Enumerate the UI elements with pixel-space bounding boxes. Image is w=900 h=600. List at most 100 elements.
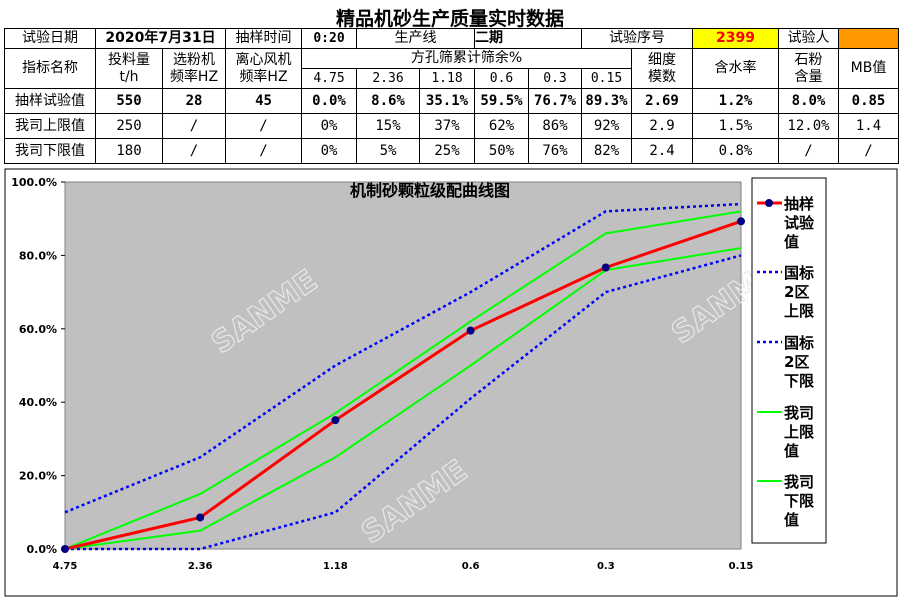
info-row: 试验日期 2020年7月31日 抽样时间 0:20 生产线 二期 试验序号 23…: [4, 28, 899, 49]
y-tick-label: 80.0%: [19, 249, 57, 262]
header-name: 指标名称: [4, 48, 96, 89]
cell: 82%: [581, 138, 632, 164]
time-value: 0:20: [301, 28, 357, 49]
cell: 62%: [474, 113, 529, 139]
series-lines: [61, 202, 745, 553]
cell: 89.3%: [581, 88, 632, 114]
cell: 37%: [419, 113, 475, 139]
legend-label: 我司: [784, 473, 814, 491]
seq-label: 试验序号: [581, 28, 693, 49]
cell: 92%: [581, 113, 632, 139]
header-feed-l1: 投料量: [108, 51, 150, 68]
chart-title: 机制砂颗粒级配曲线图: [350, 181, 510, 200]
header-sieve-group: 方孔筛累计筛余%: [301, 48, 632, 69]
legend-label: 下限: [784, 492, 814, 510]
cell: 0.0%: [301, 88, 357, 114]
cell: 15%: [356, 113, 420, 139]
x-axis: 4.75 2.36 1.18 0.6 0.3 0.15: [53, 561, 754, 572]
series-line: [64, 247, 742, 550]
date-value: 2020年7月31日: [95, 28, 226, 49]
cell: 45: [225, 88, 302, 114]
page-title: 精品机砂生产质量实时数据: [335, 8, 564, 30]
legend-label: 国标: [784, 334, 814, 352]
legend: [751, 177, 827, 544]
cell: 8.6%: [356, 88, 420, 114]
cell: 0%: [301, 138, 357, 164]
legend-label: 下限: [784, 372, 814, 390]
data-point: [601, 263, 610, 272]
legend-marker: [765, 199, 773, 207]
header-row-2: 4.75 2.36 1.18 0.6 0.3 0.15: [5, 68, 899, 89]
header-sieve: 4.75: [301, 68, 357, 89]
cell: /: [838, 138, 899, 164]
table-row: 抽样试验值 550 28 45 0.0% 8.6% 35.1% 59.5% 76.7% 89.3%…: [4, 88, 899, 114]
header-stone-l2: 含量: [794, 68, 823, 85]
x-tick-label: 0.3: [597, 561, 615, 572]
x-tick-label: 0.6: [462, 561, 480, 572]
y-tick-label: 100.0%: [11, 176, 57, 189]
header-mb: MB值: [838, 48, 899, 89]
cell: 5%: [356, 138, 420, 164]
time-label: 抽样时间: [225, 28, 302, 49]
tester-redacted: [838, 28, 899, 49]
cell: 0%: [301, 113, 357, 139]
legend-label: 上限: [784, 423, 814, 441]
cell: 2.9: [631, 113, 693, 139]
seq-value: 2399: [692, 28, 779, 49]
cell: 86%: [528, 113, 582, 139]
header-fan: 离心风机 频率HZ: [225, 48, 302, 89]
date-label: 试验日期: [4, 28, 96, 49]
header-fineness-l1: 细度: [648, 51, 676, 68]
series-line: [64, 202, 742, 514]
tester-label: 试验人: [778, 28, 839, 49]
legend-label: 抽样: [784, 195, 814, 213]
header-fineness-l2: 模数: [648, 68, 676, 85]
x-tick-label: 1.18: [323, 561, 348, 572]
cell: /: [225, 138, 302, 164]
cell: 8.0%: [778, 88, 839, 114]
header-fineness: 细度 模数: [631, 48, 693, 89]
line-value: 二期: [474, 28, 582, 49]
header-fan-l1: 离心风机: [235, 51, 292, 68]
cell: 25%: [419, 138, 475, 164]
legend-label: 国标: [784, 264, 814, 282]
data-point: [466, 326, 475, 335]
header-stone-l1: 石粉: [794, 51, 823, 68]
header-classifier: 选粉机 频率HZ: [162, 48, 226, 89]
legend-label: 2区: [784, 353, 809, 371]
header-row-1: 指标名称 投料量 t/h 选粉机 频率HZ 离心风机 频率HZ 方孔筛累计筛余% 细度…: [4, 48, 899, 89]
line-label: 生产线: [356, 28, 475, 49]
header-stone-powder: 石粉 含量: [778, 48, 839, 89]
cell: 76.7%: [528, 88, 582, 114]
cell: 0.85: [838, 88, 899, 114]
cell: /: [225, 113, 302, 139]
row-label: 我司上限值: [4, 113, 96, 139]
header-sieve: 0.6: [474, 68, 529, 89]
cell: 76%: [528, 138, 582, 164]
header-feed-l2: t/h: [119, 68, 139, 85]
header-sieve: 0.3: [528, 68, 582, 89]
cell: 12.0%: [778, 113, 839, 139]
header-classifier-l1: 选粉机: [173, 51, 215, 68]
x-tick-label: 4.75: [53, 561, 78, 572]
y-tick-label: 0.0%: [26, 543, 57, 556]
header-feed: 投料量 t/h: [95, 48, 163, 89]
cell: /: [162, 138, 226, 164]
header-fan-l2: 频率HZ: [239, 68, 288, 85]
data-point: [196, 513, 205, 522]
data-point: [331, 416, 340, 425]
cell: 50%: [474, 138, 529, 164]
x-tick-label: 2.36: [188, 561, 213, 572]
cell: 35.1%: [419, 88, 475, 114]
cell: 0.8%: [692, 138, 779, 164]
y-axis: 0.0% 20.0% 40.0% 60.0% 80.0% 100.0%: [11, 176, 65, 556]
legend-label: 上限: [784, 302, 814, 320]
cell: 250: [95, 113, 163, 139]
cell: 1.2%: [692, 88, 779, 114]
table-row: 我司下限值 180//0% 5% 25% 50% 76% 82% 2.4 0.8% / /: [4, 138, 899, 164]
cell: 1.5%: [692, 113, 779, 139]
cell: /: [778, 138, 839, 164]
header-sieve: 1.18: [419, 68, 475, 89]
legend-label: 值: [784, 233, 799, 251]
